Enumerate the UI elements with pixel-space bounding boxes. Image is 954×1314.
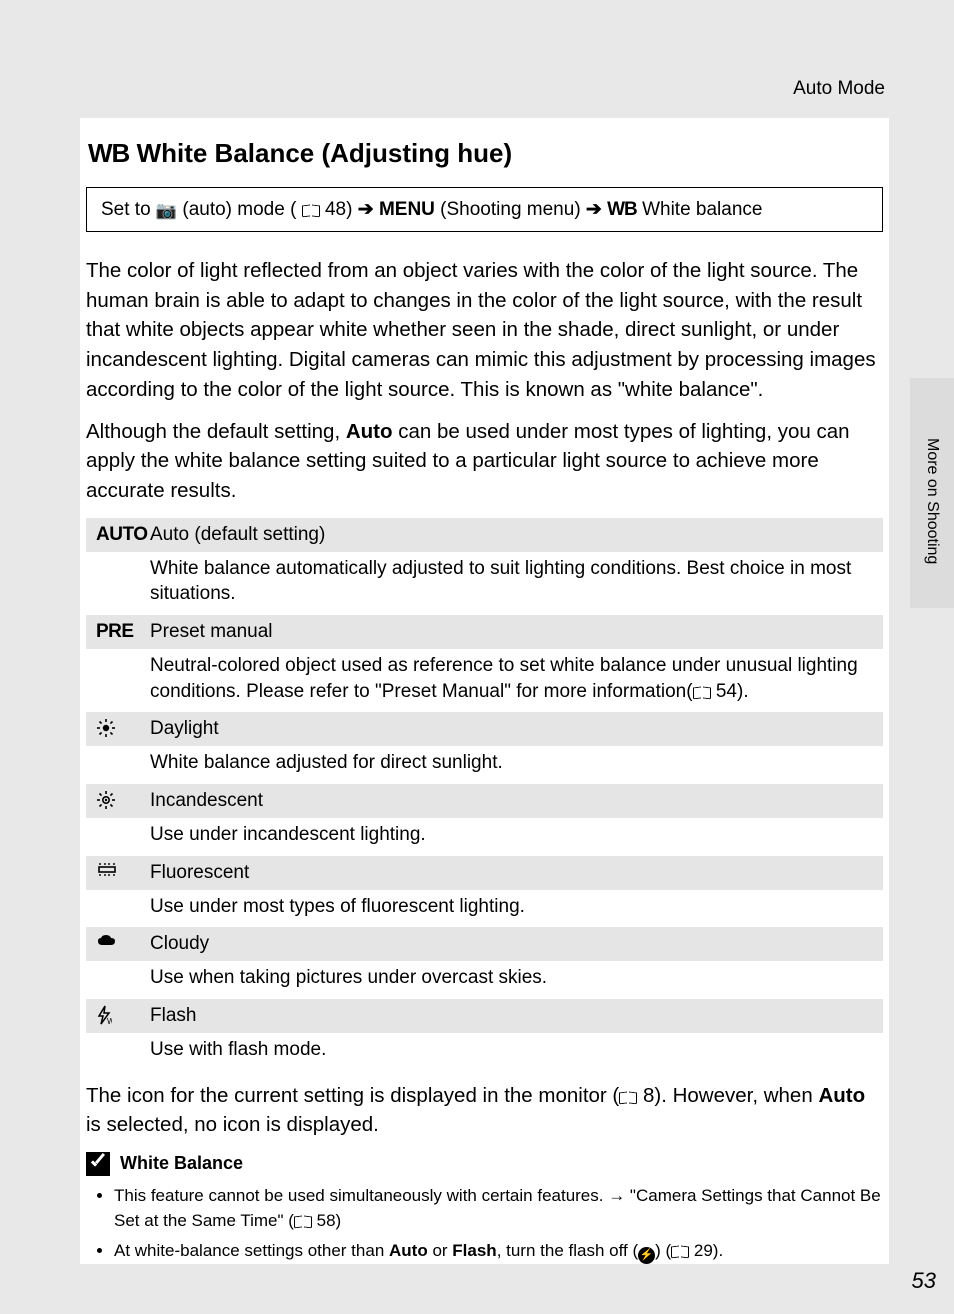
table-row: Daylight: [86, 712, 883, 746]
book-icon: [294, 1214, 312, 1227]
title-text: White Balance (Adjusting hue): [137, 138, 513, 168]
nav-ref1: 48): [325, 199, 358, 220]
wb-icon: WB: [88, 138, 129, 168]
note-section: White Balance This feature cannot be use…: [86, 1152, 883, 1264]
nav-wb-label: White balance: [642, 199, 762, 220]
table-row: WB Flash: [86, 999, 883, 1033]
wb-icon: WB: [607, 199, 637, 220]
arrow-icon: ➔: [586, 199, 602, 220]
flash-icon: WB: [86, 999, 148, 1033]
para3-bold: Auto: [818, 1084, 865, 1107]
table-row: Use when taking pictures under overcast …: [86, 961, 883, 999]
table-row: Cloudy: [86, 927, 883, 961]
paragraph-intro: The color of light reflected from an obj…: [86, 256, 883, 405]
table-row: Neutral-colored object used as reference…: [86, 649, 883, 712]
table-row: Use under most types of fluorescent ligh…: [86, 890, 883, 928]
svg-text:WB: WB: [107, 1017, 112, 1025]
option-label: Auto (default setting): [148, 518, 883, 552]
note-title: White Balance: [86, 1152, 883, 1176]
incandescent-icon: [86, 784, 148, 818]
para2-a: Although the default setting,: [86, 420, 346, 443]
option-desc: Use under most types of fluorescent ligh…: [148, 890, 883, 928]
cloudy-icon: [86, 927, 148, 961]
camera-icon: 📷: [156, 201, 177, 220]
table-row: White balance automatically adjusted to …: [86, 552, 883, 615]
book-icon: [302, 203, 320, 216]
book-icon: [619, 1090, 637, 1103]
option-label: Daylight: [148, 712, 883, 746]
option-desc: Use when taking pictures under overcast …: [148, 961, 883, 999]
option-icon-pre: PRE: [86, 615, 148, 649]
page: Auto Mode WB White Balance (Adjusting hu…: [0, 0, 954, 1314]
nav-shooting-menu: (Shooting menu): [440, 199, 586, 220]
option-desc: White balance automatically adjusted to …: [148, 552, 883, 615]
book-icon: [671, 1244, 689, 1257]
para3-b: is selected, no icon is displayed.: [86, 1113, 379, 1136]
page-number: 53: [912, 1268, 936, 1294]
header-section-label: Auto Mode: [80, 70, 889, 118]
paragraph-auto: Although the default setting, Auto can b…: [86, 417, 883, 506]
note-item: This feature cannot be used simultaneous…: [114, 1184, 883, 1233]
para3-ref: 8). However, when: [637, 1084, 818, 1107]
nav-auto-mode: (auto) mode (: [182, 199, 296, 220]
table-row: White balance adjusted for direct sunlig…: [86, 746, 883, 784]
table-row: Incandescent: [86, 784, 883, 818]
table-row: PRE Preset manual: [86, 615, 883, 649]
option-label: Flash: [148, 999, 883, 1033]
option-desc: Use under incandescent lighting.: [148, 818, 883, 856]
side-tab: More on Shooting: [910, 378, 954, 608]
option-icon-auto: AUTO: [86, 518, 148, 552]
wb-options-table: AUTO Auto (default setting) White balanc…: [86, 518, 883, 1071]
daylight-icon: [86, 712, 148, 746]
menu-label: MENU: [379, 199, 435, 220]
paragraph-footer: The icon for the current setting is disp…: [86, 1081, 883, 1140]
page-title: WB White Balance (Adjusting hue): [88, 138, 889, 169]
content-sheet: WB White Balance (Adjusting hue) Set to …: [80, 118, 889, 1264]
nav-set-to: Set to: [101, 199, 156, 220]
option-label: Fluorescent: [148, 856, 883, 890]
option-label: Preset manual: [148, 615, 883, 649]
option-desc: Neutral-colored object used as reference…: [148, 649, 883, 712]
flash-off-icon: ⚡: [638, 1247, 655, 1264]
para3-a: The icon for the current setting is disp…: [86, 1084, 619, 1107]
option-label: Incandescent: [148, 784, 883, 818]
check-icon: [86, 1152, 110, 1176]
note-item: At white-balance settings other than Aut…: [114, 1239, 883, 1264]
option-desc: Use with flash mode.: [148, 1033, 883, 1071]
arrow-icon: ➔: [358, 199, 374, 220]
fluorescent-icon: [86, 856, 148, 890]
table-row: Use with flash mode.: [86, 1033, 883, 1071]
note-list: This feature cannot be used simultaneous…: [86, 1184, 883, 1264]
table-row: Use under incandescent lighting.: [86, 818, 883, 856]
navigation-path-box: Set to 📷 (auto) mode ( 48) ➔ MENU (Shoot…: [86, 187, 883, 232]
note-title-text: White Balance: [120, 1153, 243, 1174]
table-row: Fluorescent: [86, 856, 883, 890]
option-label: Cloudy: [148, 927, 883, 961]
book-icon: [693, 685, 711, 698]
para2-bold: Auto: [346, 420, 393, 443]
option-desc: White balance adjusted for direct sunlig…: [148, 746, 883, 784]
table-row: AUTO Auto (default setting): [86, 518, 883, 552]
